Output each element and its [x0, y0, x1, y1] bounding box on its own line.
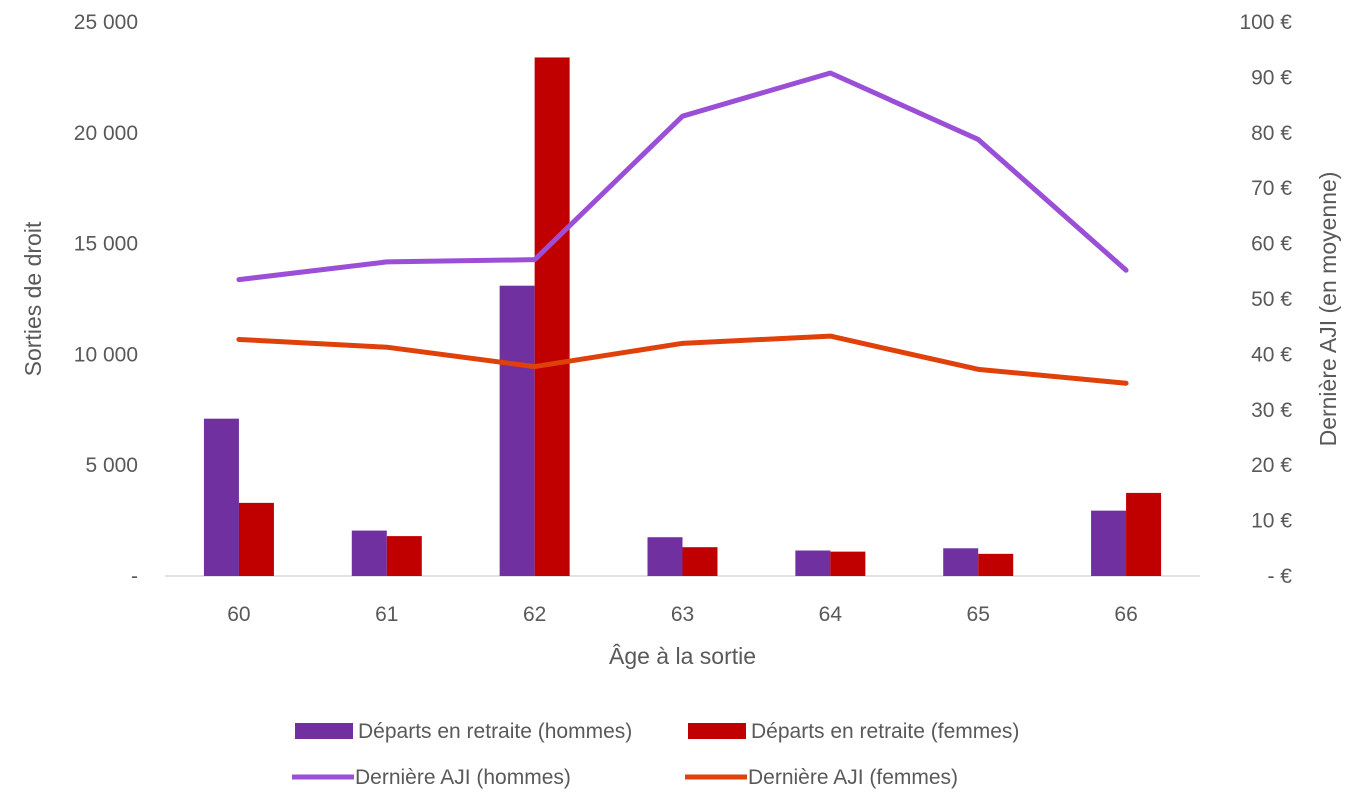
- y2-tick-label: 70 €: [1251, 177, 1292, 200]
- x-tick-label: 60: [227, 603, 250, 626]
- line-aji-femmes: [236, 333, 1129, 386]
- bar-hommes: [647, 537, 683, 576]
- y-tick-label: -: [131, 565, 138, 588]
- y-tick-label: 5 000: [85, 454, 138, 477]
- y-tick-label: 25 000: [74, 11, 138, 34]
- legend-label: Départs en retraite (hommes): [358, 720, 632, 743]
- bar-femmes: [386, 536, 422, 576]
- bars-layer: [203, 57, 1162, 577]
- bar-hommes: [351, 530, 387, 576]
- bar-femmes: [238, 502, 274, 576]
- line-aji-hommes: [236, 70, 1129, 283]
- legend-label: Dernière AJI (femmes): [748, 766, 958, 789]
- legend-swatch: [688, 723, 746, 739]
- bar-femmes: [682, 547, 718, 576]
- bar-femmes: [830, 551, 866, 576]
- legend: Départs en retraite (hommes) Départs en r…: [292, 720, 1019, 789]
- x-tick-label: 65: [967, 603, 990, 626]
- bar-hommes: [1091, 510, 1127, 576]
- y2-tick-label: 20 €: [1251, 454, 1292, 477]
- bar-hommes: [943, 548, 979, 576]
- bar-hommes: [499, 285, 535, 576]
- y2-tick-label: 60 €: [1251, 233, 1292, 256]
- legend-label: Dernière AJI (hommes): [355, 766, 571, 789]
- y2-tick-label: 100 €: [1239, 11, 1292, 34]
- y2-tick-label: 30 €: [1251, 399, 1292, 422]
- bar-hommes: [795, 550, 831, 576]
- x-axis-title: Âge à la sortie: [609, 643, 756, 669]
- y-axis-title: Sorties de droit: [20, 221, 46, 376]
- y-tick-label: 15 000: [74, 233, 138, 256]
- y2-tick-label: 10 €: [1251, 510, 1292, 533]
- y2-tick-label: - €: [1267, 565, 1292, 588]
- legend-label: Départs en retraite (femmes): [751, 720, 1019, 743]
- x-tick-label: 61: [375, 603, 398, 626]
- bar-femmes: [978, 553, 1014, 576]
- x-tick-label: 63: [671, 603, 694, 626]
- lines-layer: [236, 70, 1129, 386]
- y2-tick-label: 80 €: [1251, 122, 1292, 145]
- x-tick-label: 62: [523, 603, 546, 626]
- bar-hommes: [203, 418, 239, 576]
- y2-tick-label: 40 €: [1251, 343, 1292, 366]
- ticks-layer: - 5 000 10 000 15 000 20 000 25 000 - € 10 € 20 …: [74, 11, 1293, 626]
- y2-axis-title: Dernière AJI (en moyenne): [1315, 172, 1341, 447]
- legend-swatch: [295, 723, 353, 739]
- y-tick-label: 10 000: [74, 343, 138, 366]
- y2-tick-label: 50 €: [1251, 288, 1292, 311]
- y2-tick-label: 90 €: [1251, 66, 1292, 89]
- y-tick-label: 20 000: [74, 122, 138, 145]
- x-tick-label: 66: [1114, 603, 1137, 626]
- bar-femmes: [534, 57, 570, 577]
- x-tick-label: 64: [819, 603, 843, 626]
- bar-femmes: [1126, 492, 1162, 576]
